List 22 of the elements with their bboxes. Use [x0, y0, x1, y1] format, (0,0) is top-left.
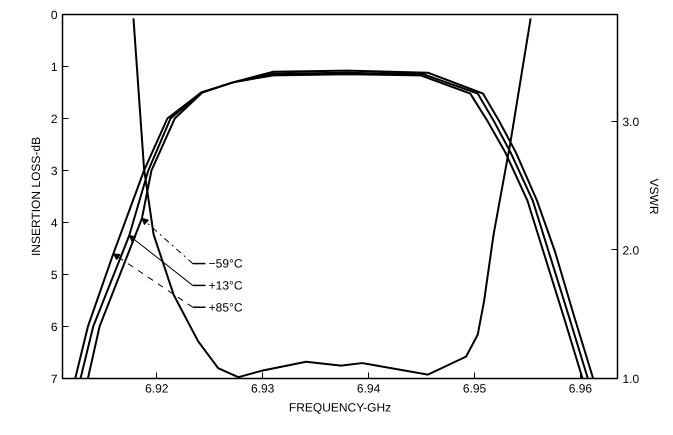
y-tick-label: 4: [50, 216, 58, 230]
x-tick-label: 6.93: [251, 382, 275, 396]
y2-tick-label: 3.0: [622, 114, 640, 129]
y-tick-label: 6: [50, 320, 58, 334]
y2-tick-label: 2.0: [622, 243, 640, 258]
y-tick-label: 3: [50, 164, 58, 178]
y2-axis-title: VSWR: [647, 178, 662, 215]
x-tick-label: 6.95: [462, 382, 487, 396]
legend-label: +13°C: [208, 278, 243, 292]
legend-label: +85°C: [208, 300, 243, 314]
x-tick-label: 6.96: [568, 382, 592, 396]
y-tick-label: 7: [50, 372, 58, 386]
y-tick-label: 1: [50, 60, 58, 74]
y-tick-label: 2: [50, 112, 58, 126]
y-axis-title: INSERTION LOSS-dB: [28, 136, 43, 256]
x-tick-label: 6.92: [145, 382, 169, 396]
legend-label: −59°C: [208, 256, 243, 271]
y-tick-label: 0: [50, 8, 58, 22]
y-tick-label: 5: [50, 268, 58, 282]
y2-tick-label: 1.0: [622, 372, 640, 386]
x-axis-title: FREQUENCY-GHz: [288, 400, 392, 414]
x-tick-label: 6.94: [356, 382, 381, 396]
